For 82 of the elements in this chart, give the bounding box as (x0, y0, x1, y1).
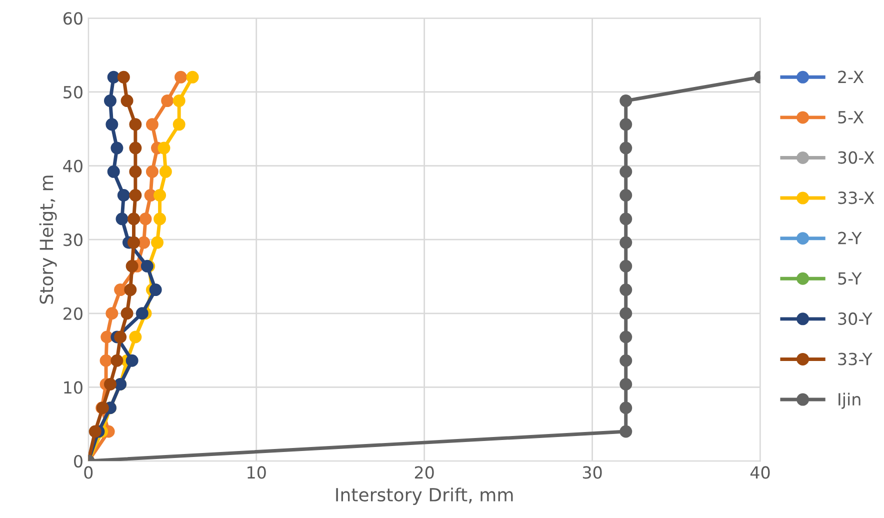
point (100, 354, 112, 367)
point (620, 165, 632, 178)
point (88, 425, 102, 438)
y-tick-label: 50 (64, 86, 82, 99)
point (106, 118, 118, 131)
y-tick-label: 0 (74, 454, 82, 468)
point (100, 330, 114, 344)
point (129, 142, 142, 154)
point (620, 236, 632, 249)
legend-label: 30-Y (838, 312, 872, 326)
point (139, 212, 152, 226)
x-tick-label: 40 (750, 466, 770, 479)
point (154, 212, 166, 226)
legend-label: 2-Y (838, 232, 862, 244)
point (128, 212, 140, 226)
point (620, 307, 632, 320)
point (620, 142, 632, 154)
point (129, 330, 142, 344)
point (129, 165, 142, 178)
y-tick-label: 60 (63, 12, 82, 25)
point (186, 70, 199, 84)
point (154, 189, 166, 202)
point (161, 94, 174, 108)
point (136, 307, 148, 320)
point (104, 378, 116, 391)
point (159, 165, 172, 178)
point (126, 354, 138, 367)
legend-label: 33-X (838, 192, 874, 204)
point (116, 212, 128, 226)
point (620, 94, 632, 108)
point (107, 165, 120, 178)
y-tick-label: 40 (63, 160, 82, 172)
point (146, 165, 158, 178)
legend-label: 5-X (838, 111, 864, 124)
point (620, 425, 632, 438)
point (620, 354, 632, 367)
y-tick-label: 20 (64, 307, 82, 320)
x-tick-label: 10 (248, 466, 266, 479)
point (124, 284, 137, 296)
legend-label: 30-X (838, 151, 874, 164)
point (128, 236, 140, 249)
point (129, 189, 142, 202)
point (126, 260, 138, 272)
y-tick-label: 30 (64, 234, 82, 246)
x-axis-title: Interstory Drift, mm (336, 488, 513, 506)
point (174, 70, 188, 84)
point (107, 70, 120, 84)
point (149, 284, 162, 296)
point (114, 284, 127, 296)
point (129, 118, 142, 131)
point (620, 189, 632, 202)
legend-label: 5-Y (838, 272, 862, 285)
x-tick-label: 30 (582, 466, 602, 479)
point (120, 94, 134, 108)
point (620, 378, 632, 391)
point (158, 142, 170, 154)
legend-label: 33-Y (838, 352, 872, 366)
point (620, 260, 632, 272)
point (620, 212, 632, 226)
y-tick-label: 10 (64, 381, 82, 394)
point (172, 118, 186, 131)
point (104, 94, 116, 108)
point (620, 284, 632, 296)
point (114, 330, 127, 344)
y-axis-title: Story Heigt, m (39, 176, 57, 304)
x-tick-label: 20 (414, 466, 434, 479)
point (120, 307, 134, 320)
point (620, 118, 632, 131)
x-tick-label: 0 (84, 466, 93, 479)
legend-label: 2-X (838, 70, 864, 83)
point (172, 94, 186, 108)
point (146, 118, 158, 131)
point (110, 354, 124, 367)
legend-label: Ijin (838, 392, 860, 409)
point (138, 236, 150, 249)
point (106, 307, 118, 320)
point (620, 330, 632, 344)
point (110, 142, 124, 154)
point (117, 189, 130, 202)
point (117, 70, 130, 84)
point (151, 236, 164, 249)
point (620, 402, 632, 414)
